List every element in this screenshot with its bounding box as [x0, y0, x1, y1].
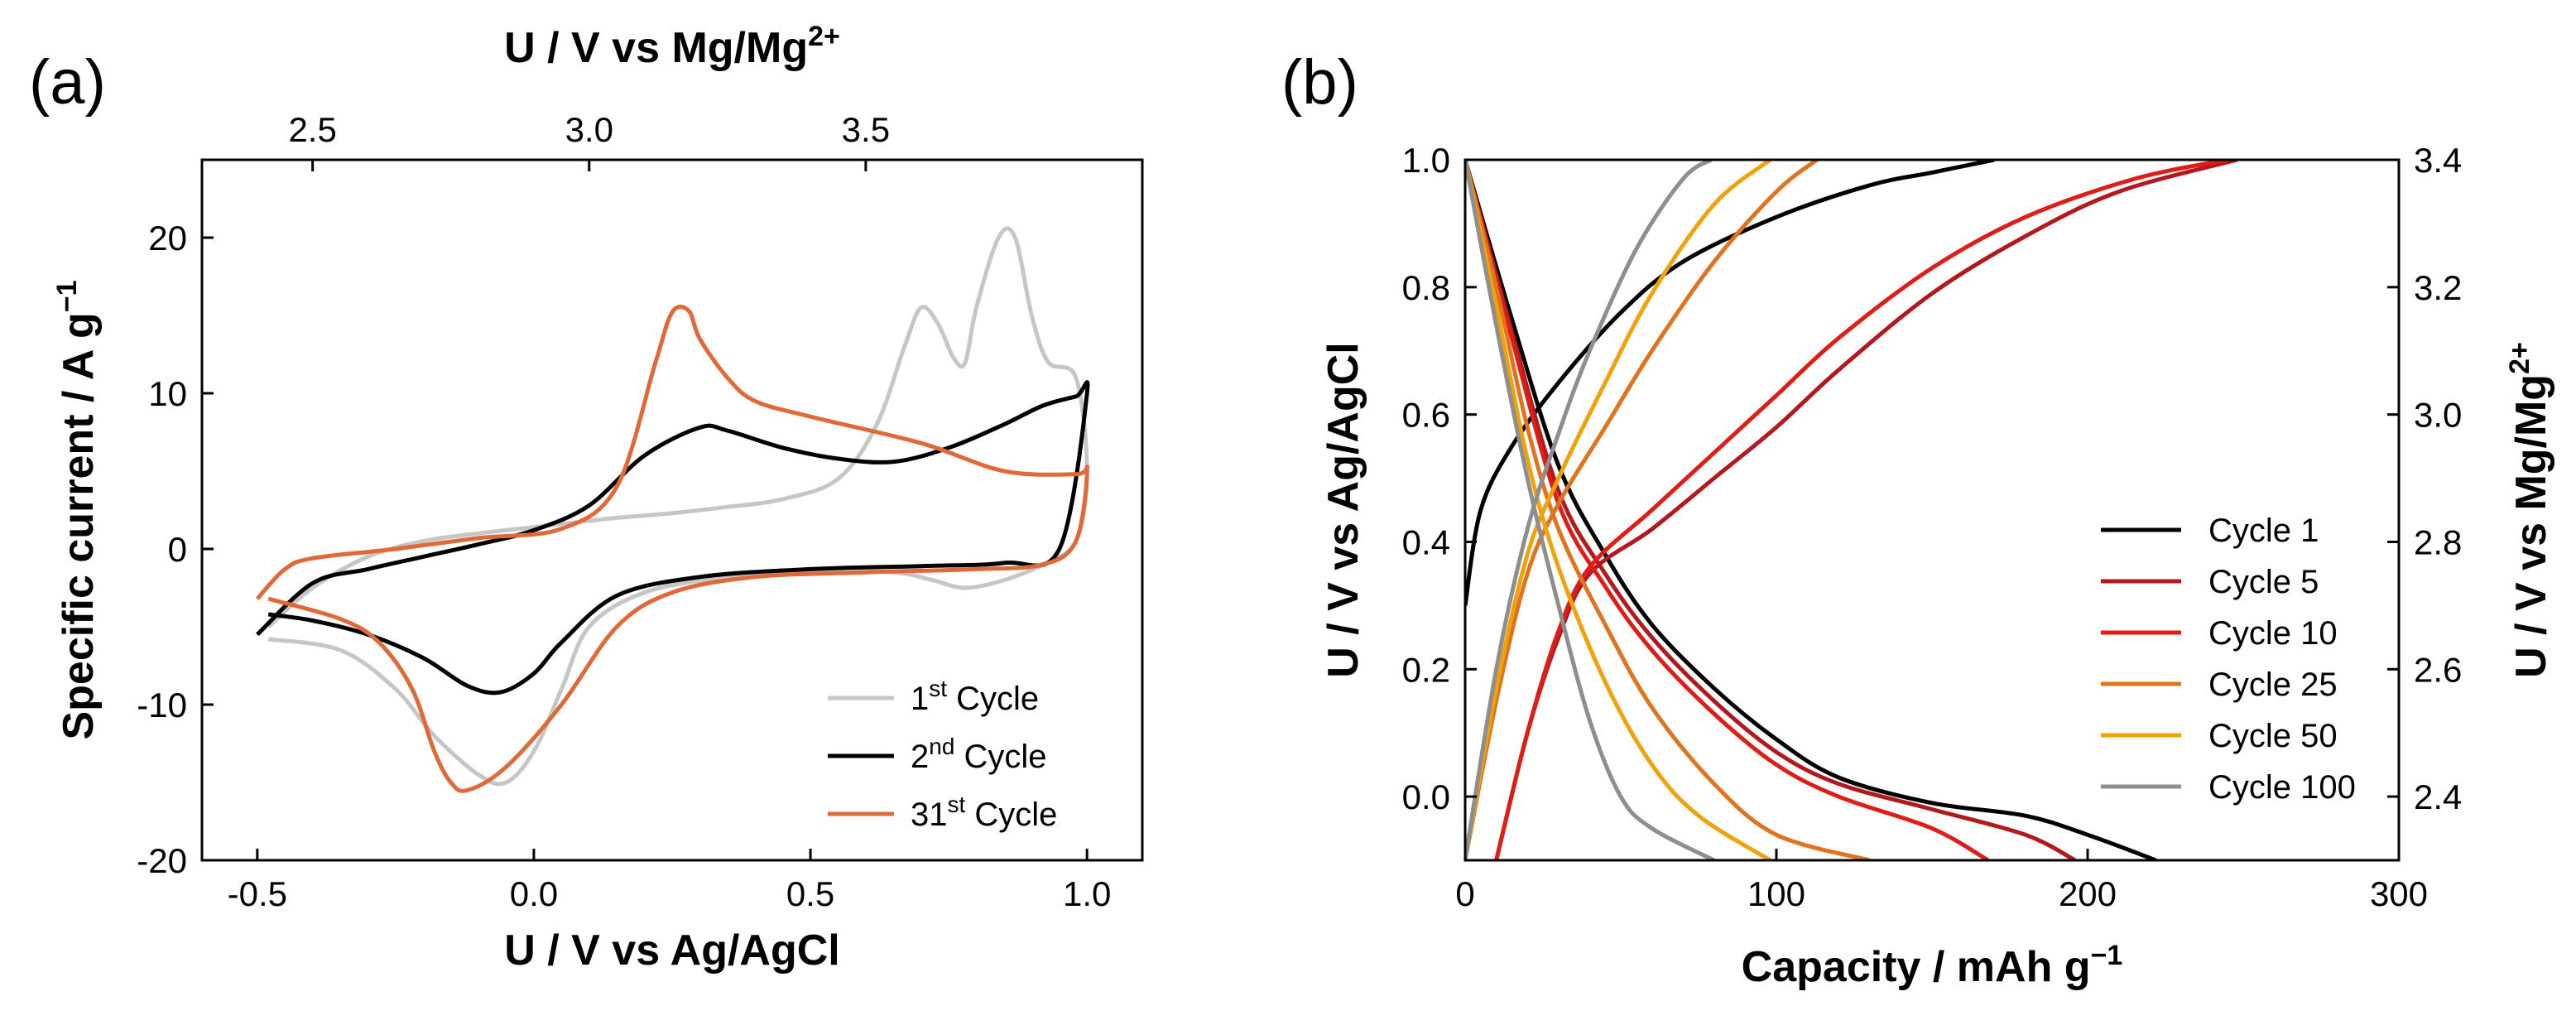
panel-a-x2-axis-title: U / V vs Mg/Mg2+ [504, 21, 840, 72]
legend-label: Cycle 10 [2208, 615, 2338, 652]
cycle-3-discharge-curve [1465, 160, 1989, 860]
panel-a-label: (a) [29, 47, 106, 118]
y2-tick-label: 2.6 [2414, 650, 2462, 689]
panel-a-y-ticks: -20 -10 0 10 20 [137, 219, 214, 880]
panel-b-y2-axis-title: U / V vs Mg/Mg2+ [2504, 342, 2555, 678]
y-tick-label: -20 [137, 841, 187, 880]
cycle-6-charge-curve [1465, 160, 1713, 860]
y-tick-label: 0.4 [1402, 522, 1450, 561]
legend-label: 2nd Cycle [911, 734, 1047, 775]
legend-label: Cycle 25 [2208, 667, 2338, 703]
cycle-5-charge-curve [1465, 160, 1772, 860]
panel-b-y-ticks: 0.0 0.2 0.4 0.6 0.8 1.0 [1402, 141, 1477, 816]
panel-b-y-axis-title: U / V vs Ag/AgCl [1319, 342, 1367, 677]
cycle-3-charge-curve [1494, 160, 2228, 860]
cycle-4-charge-curve [1465, 160, 1819, 860]
panel-b-label: (b) [1281, 47, 1358, 118]
panel-b: (b) 0 100 200 300 0.0 0.2 0.4 0.6 0.8 1.0 2.4 2.6… [1281, 47, 2555, 991]
x-tick-label: 100 [1747, 874, 1805, 913]
cv-curve-3 [255, 304, 1089, 793]
y2-tick-label: 3.0 [2414, 396, 2462, 435]
panel-a-frame [200, 158, 1144, 862]
y2-tick-label: 2.8 [2414, 522, 2462, 561]
cycle-2-charge-curve [1494, 160, 2238, 860]
legend-label: 1st Cycle [911, 676, 1039, 717]
y-tick-label: 1.0 [1402, 141, 1450, 180]
panel-b-frame [1463, 158, 2401, 862]
legend-label: Cycle 50 [2208, 718, 2338, 754]
panel-a-y-axis-title: Specific current / A g−1 [51, 280, 103, 739]
panel-a-plot-area [255, 226, 1090, 793]
y2-tick-label: 2.4 [2414, 777, 2462, 816]
y2-tick-label: 3.4 [2414, 141, 2462, 180]
legend-label: Cycle 5 [2208, 564, 2319, 600]
cycle-1-discharge-curve [1465, 160, 2157, 860]
y-tick-label: 0.0 [1402, 777, 1450, 816]
legend-label: 31st Cycle [911, 792, 1057, 833]
cycle-6-discharge-curve [1465, 160, 1715, 860]
cycle-4-discharge-curve [1465, 160, 1871, 860]
y-tick-label: 0.2 [1402, 650, 1450, 689]
x-tick-label: -0.5 [228, 874, 287, 913]
cycle-5-discharge-curve [1465, 160, 1771, 860]
cv-curve-2 [256, 380, 1090, 695]
panel-b-legend: Cycle 1 Cycle 5 Cycle 10 Cycle 25 Cycle 50 Cy… [2101, 513, 2356, 806]
y2-tick-label: 3.2 [2414, 268, 2462, 307]
cv-curve-1 [267, 226, 1089, 787]
panel-a-x-ticks: -0.5 0.0 0.5 1.0 [228, 849, 1111, 913]
x-tick-label: 300 [2370, 874, 2428, 913]
y-tick-label: 20 [148, 219, 187, 258]
x2-tick-label: 2.5 [288, 110, 336, 149]
x-tick-label: 200 [2059, 874, 2117, 913]
x-tick-label: 0.0 [510, 874, 558, 913]
panel-a-x2-ticks: 2.5 3.0 3.5 [288, 110, 890, 171]
x-tick-label: 0 [1455, 874, 1474, 913]
x2-tick-label: 3.5 [842, 110, 890, 149]
x2-tick-label: 3.0 [565, 110, 613, 149]
y-tick-label: 0 [168, 530, 187, 569]
y-tick-label: -10 [137, 686, 187, 724]
panel-b-x-ticks: 0 100 200 300 [1455, 849, 2428, 913]
x-tick-label: 1.0 [1063, 874, 1111, 913]
legend-label: Cycle 100 [2208, 769, 2356, 806]
y-tick-label: 0.8 [1402, 268, 1450, 307]
legend-label: Cycle 1 [2208, 513, 2319, 549]
panel-b-plot-area [1465, 160, 2238, 860]
panel-a-x-axis-title: U / V vs Ag/AgCl [504, 927, 839, 975]
panel-b-y2-ticks: 2.4 2.6 2.8 3.0 3.2 3.4 [2387, 141, 2462, 816]
y-tick-label: 0.6 [1402, 396, 1450, 435]
panel-b-x-axis-title: Capacity / mAh g−1 [1742, 940, 2123, 991]
panel-a: (a) -0.5 0.0 0.5 1.0 2.5 3.0 3.5 -20-1001020 … [29, 21, 1144, 975]
cycle-2-discharge-curve [1465, 160, 2077, 860]
x-tick-label: 0.5 [786, 874, 834, 913]
panel-a-legend: 1st Cycle 2nd Cycle 31st Cycle [828, 676, 1057, 833]
y-tick-label: 10 [148, 374, 187, 413]
cycle-1-charge-curve [1465, 160, 1995, 606]
